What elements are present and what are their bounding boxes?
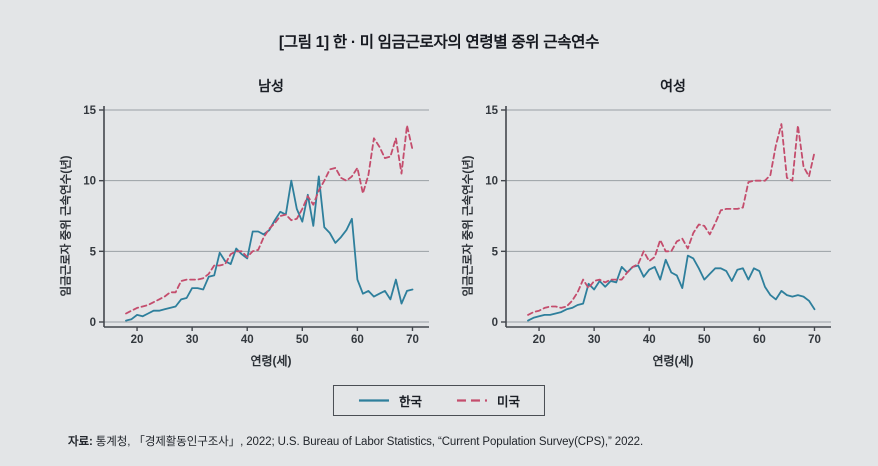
svg-text:15: 15 (83, 105, 96, 117)
x-axis-label-men: 연령(세) (250, 354, 292, 368)
line-chart-men: 0 5 10 15 20 30 40 50 60 70 (83, 105, 429, 346)
svg-text:5: 5 (90, 246, 97, 258)
svg-text:30: 30 (186, 334, 199, 346)
svg-text:20: 20 (131, 334, 144, 346)
svg-text:60: 60 (753, 334, 766, 346)
legend-box: 한국 미국 (332, 385, 546, 416)
svg-text:60: 60 (351, 334, 364, 346)
figure-title: [그림 1] 한 · 미 임금근로자의 연령별 중위 근속연수 (278, 34, 600, 51)
svg-text:70: 70 (808, 334, 821, 346)
y-axis-label-men: 임금근로자 중위 근속연수(년) (60, 155, 73, 297)
chart-title-men: 남성 (258, 78, 284, 94)
svg-text:50: 50 (296, 334, 309, 346)
chart-panel-men: 남성 임금근로자 중위 근속연수(년) 0 5 10 15 20 30 40 50 60 70 연… (56, 76, 438, 369)
y-axis-label-wrap-women: 임금근로자 중위 근속연수(년) (458, 102, 476, 350)
chart-body-men: 임금근로자 중위 근속연수(년) 0 5 10 15 20 30 40 50 60 70 (56, 102, 438, 350)
legend-label-korea: 한국 (398, 395, 422, 409)
svg-text:20: 20 (533, 334, 546, 346)
line-chart-women: 0 5 10 15 20 30 40 50 60 70 (485, 105, 831, 346)
svg-text:0: 0 (492, 317, 498, 329)
source-text: 통계청, 「경제활동인구조사」, 2022; U.S. Bureau of La… (92, 436, 644, 448)
korea-solid-line-swatch (358, 399, 389, 402)
svg-text:0: 0 (90, 317, 96, 329)
chart-body-women: 임금근로자 중위 근속연수(년) 0 5 10 15 20 30 40 50 60 70 (458, 102, 840, 350)
svg-text:30: 30 (588, 334, 601, 346)
svg-text:15: 15 (485, 105, 498, 117)
legend-item-korea: 한국 (358, 391, 422, 410)
svg-text:70: 70 (406, 334, 419, 346)
chart-panel-women: 여성 임금근로자 중위 근속연수(년) 0 5 10 15 20 30 40 50 60 70 연… (458, 76, 840, 369)
legend-label-us: 미국 (497, 395, 521, 409)
us-dashed-line-swatch (457, 399, 487, 402)
source-note: 자료: 통계청, 「경제활동인구조사」, 2022; U.S. Bureau o… (68, 433, 643, 449)
y-axis-label-women: 임금근로자 중위 근속연수(년) (462, 155, 475, 297)
svg-text:50: 50 (698, 334, 711, 346)
y-axis-label-wrap-men: 임금근로자 중위 근속연수(년) (56, 102, 74, 350)
legend-item-us: 미국 (456, 391, 520, 410)
svg-text:5: 5 (492, 246, 499, 258)
svg-text:10: 10 (83, 176, 96, 188)
chart-title-women: 여성 (660, 78, 686, 94)
svg-text:40: 40 (643, 334, 656, 346)
svg-text:10: 10 (485, 176, 498, 188)
x-axis-label-women: 연령(세) (652, 354, 694, 368)
svg-text:40: 40 (241, 334, 254, 346)
source-label: 자료: (68, 436, 93, 448)
